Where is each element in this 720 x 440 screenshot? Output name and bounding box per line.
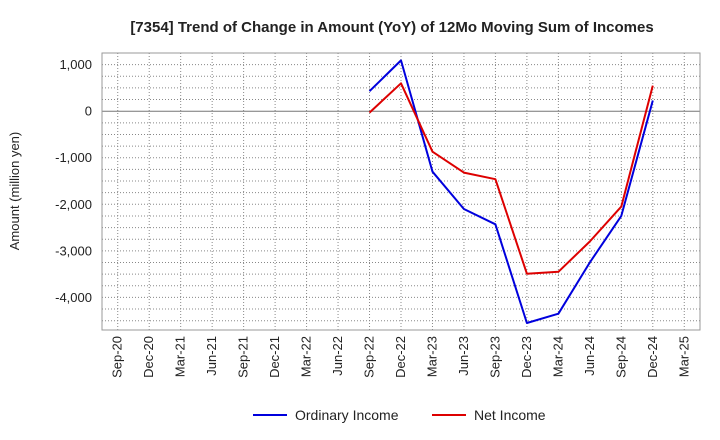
series-line-1 [368,59,654,324]
x-axis-ticks: Sep-20 Dec-20 Mar-21 Jun-21 Sep-21 Dec-21 Mar-… [110,336,692,378]
x-tick-label: Dec-23 [519,336,534,378]
x-tick-label: Jun-21 [204,336,219,376]
x-tick-label: Sep-24 [613,336,628,378]
series-line-2 [368,82,654,275]
x-tick-label: Sep-20 [110,336,125,378]
x-tick-label: Mar-22 [299,336,314,377]
y-tick-label: -3,000 [55,243,92,258]
x-tick-label: Mar-21 [173,336,188,377]
x-tick-label: Jun-22 [330,336,345,376]
y-tick-label: -4,000 [55,290,92,305]
legend-label-2: Net Income [474,407,546,423]
x-tick-label: Mar-25 [676,336,691,377]
x-tick-label: Dec-22 [393,336,408,378]
x-tick-label: Sep-21 [236,336,251,378]
x-tick-label: Mar-24 [550,336,565,377]
chart-title: [7354] Trend of Change in Amount (YoY) o… [130,19,653,36]
legend-label-1: Ordinary Income [295,407,399,423]
x-tick-label: Dec-24 [645,336,660,378]
x-tick-label: Jun-24 [582,336,597,376]
y-tick-label: 0 [85,104,92,119]
x-tick-label: Mar-23 [424,336,439,377]
y-tick-label: 1,000 [59,57,92,72]
y-axis-ticks: 1,000 0 -1,000 -2,000 -3,000 -4,000 [55,57,92,305]
y-tick-label: -1,000 [55,150,92,165]
legend: Ordinary Income Net Income [253,407,546,423]
x-tick-label: Dec-20 [141,336,156,378]
y-axis-label: Amount (million yen) [7,132,22,251]
grid [102,53,700,330]
x-tick-label: Dec-21 [267,336,282,378]
x-tick-label: Sep-23 [487,336,502,378]
plot-frame [101,52,701,331]
series-lines [368,59,654,324]
x-tick-label: Jun-23 [456,336,471,376]
y-tick-label: -2,000 [55,197,92,212]
x-tick-label: Sep-22 [362,336,377,378]
